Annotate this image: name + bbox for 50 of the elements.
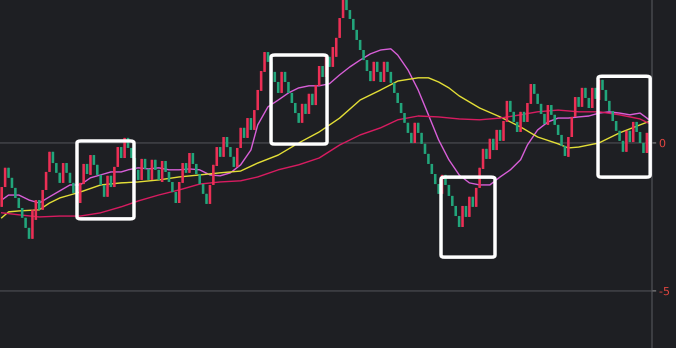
candlestick [239, 127, 242, 149]
y-tick-label: 0 [660, 138, 666, 148]
candlestick [532, 83, 536, 94]
candlestick [222, 136, 225, 158]
candlestick [160, 160, 164, 183]
candlestick [519, 111, 522, 133]
candlestick [38, 199, 41, 210]
candlestick [253, 110, 256, 130]
candlestick [184, 162, 188, 174]
candlestick [567, 136, 570, 158]
candlestick [236, 147, 239, 168]
candlestick [20, 207, 24, 218]
candlestick [44, 171, 48, 191]
candlestick [413, 122, 416, 144]
candlestick [41, 189, 44, 210]
candlestick [65, 162, 68, 174]
candlestick [546, 104, 550, 126]
candlestick [574, 96, 576, 118]
line-series [1, 48, 651, 204]
candlestick [62, 162, 64, 184]
candlestick [488, 138, 492, 160]
candlestick [550, 104, 553, 116]
candlestick [202, 184, 204, 194]
candlestick [140, 158, 143, 180]
candlestick [92, 154, 96, 166]
candlestick [403, 112, 406, 124]
line-series [1, 109, 651, 218]
candlestick [300, 103, 304, 124]
candlestick [646, 132, 648, 154]
candlestick [580, 87, 584, 108]
candlestick [280, 71, 283, 94]
candlestick [577, 96, 580, 108]
candlestick [338, 17, 341, 38]
candlestick [250, 118, 252, 130]
candlestick [474, 187, 478, 208]
candlestick [229, 146, 232, 158]
candlestick [150, 159, 154, 180]
candlestick [614, 120, 618, 132]
candlestick [218, 146, 222, 158]
candlestick [625, 130, 628, 152]
line-series [1, 77, 651, 218]
candlestick [297, 112, 300, 124]
candlestick [208, 184, 212, 204]
candlestick [116, 146, 120, 168]
candlestick [468, 196, 471, 218]
candlestick [55, 162, 58, 174]
candlestick [458, 215, 460, 228]
candlestick [0, 186, 3, 208]
y-tick-label: -5 [659, 287, 670, 296]
candlestick [266, 52, 270, 62]
